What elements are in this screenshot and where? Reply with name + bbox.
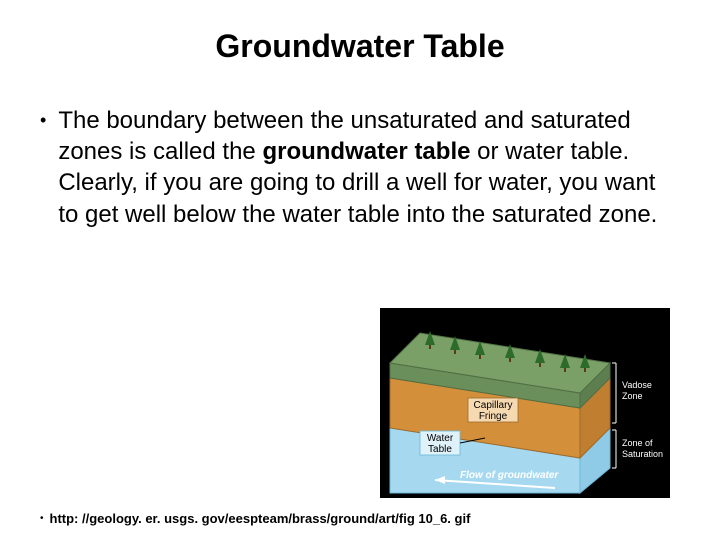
capillary-label-2: Fringe [479, 411, 508, 422]
vadose-label-1: Vadose [622, 380, 652, 390]
citation-row: • http: //geology. er. usgs. gov/eesptea… [40, 511, 470, 526]
saturation-label-group: Zone of Saturation [612, 430, 663, 468]
vadose-label-group: Vadose Zone [612, 363, 652, 423]
flow-label: Flow of groundwater [460, 470, 559, 481]
bullet-marker: • [40, 105, 46, 135]
water-table-label-2: Table [428, 444, 452, 455]
citation-bullet: • [40, 513, 44, 524]
citation-text: http: //geology. er. usgs. gov/eespteam/… [50, 511, 471, 526]
capillary-label-1: Capillary [474, 400, 513, 411]
body-bullet: • The boundary between the unsaturated a… [40, 105, 680, 230]
capillary-label-group: Capillary Fringe [468, 398, 518, 422]
saturation-label-1: Zone of [622, 438, 653, 448]
water-table-label-1: Water [427, 433, 454, 444]
vadose-label-2: Zone [622, 391, 643, 401]
groundwater-diagram: Capillary Fringe Water Table Vadose Zone [380, 308, 670, 498]
body-text: The boundary between the unsaturated and… [58, 105, 680, 230]
slide-title: Groundwater Table [40, 28, 680, 65]
diagram-svg: Capillary Fringe Water Table Vadose Zone [380, 308, 670, 498]
body-bold: groundwater table [262, 138, 470, 165]
saturation-label-2: Saturation [622, 449, 663, 459]
